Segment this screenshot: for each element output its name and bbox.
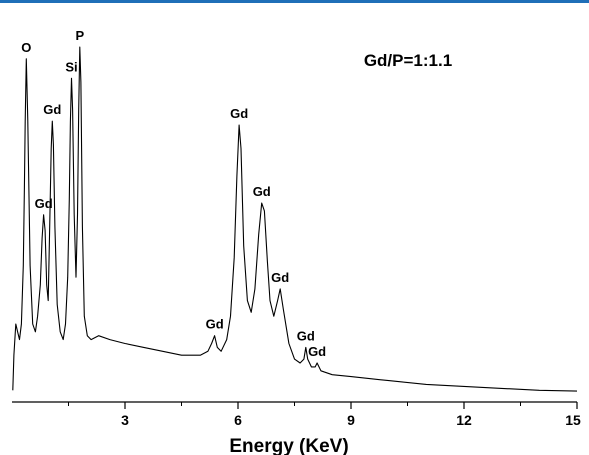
x-tick-label: 15	[565, 412, 581, 428]
peak-label: Gd	[308, 344, 326, 359]
peak-label: O	[21, 40, 31, 55]
ratio-annotation: Gd/P=1:1.1	[364, 51, 452, 70]
peak-label: Gd	[35, 196, 53, 211]
x-tick-label: 12	[456, 412, 472, 428]
peak-label: Gd	[230, 106, 248, 121]
peak-label: Si	[65, 59, 77, 74]
peak-label: Gd	[271, 270, 289, 285]
spectrum-line	[12, 46, 578, 392]
x-tick-label: 3	[121, 412, 129, 428]
peak-label: Gd	[253, 184, 271, 199]
peak-label: P	[75, 28, 84, 43]
series-layer	[12, 46, 578, 392]
x-tick-label: 6	[234, 412, 242, 428]
x-axis-label: Energy (KeV)	[229, 436, 348, 455]
peak-label: Gd	[297, 328, 315, 343]
axis-layer: 3 6 9 12 15	[12, 401, 581, 428]
peak-label: Gd	[206, 317, 224, 332]
top-rule	[0, 0, 589, 3]
x-tick-label: 9	[347, 412, 355, 428]
peak-label: Gd	[43, 102, 61, 117]
